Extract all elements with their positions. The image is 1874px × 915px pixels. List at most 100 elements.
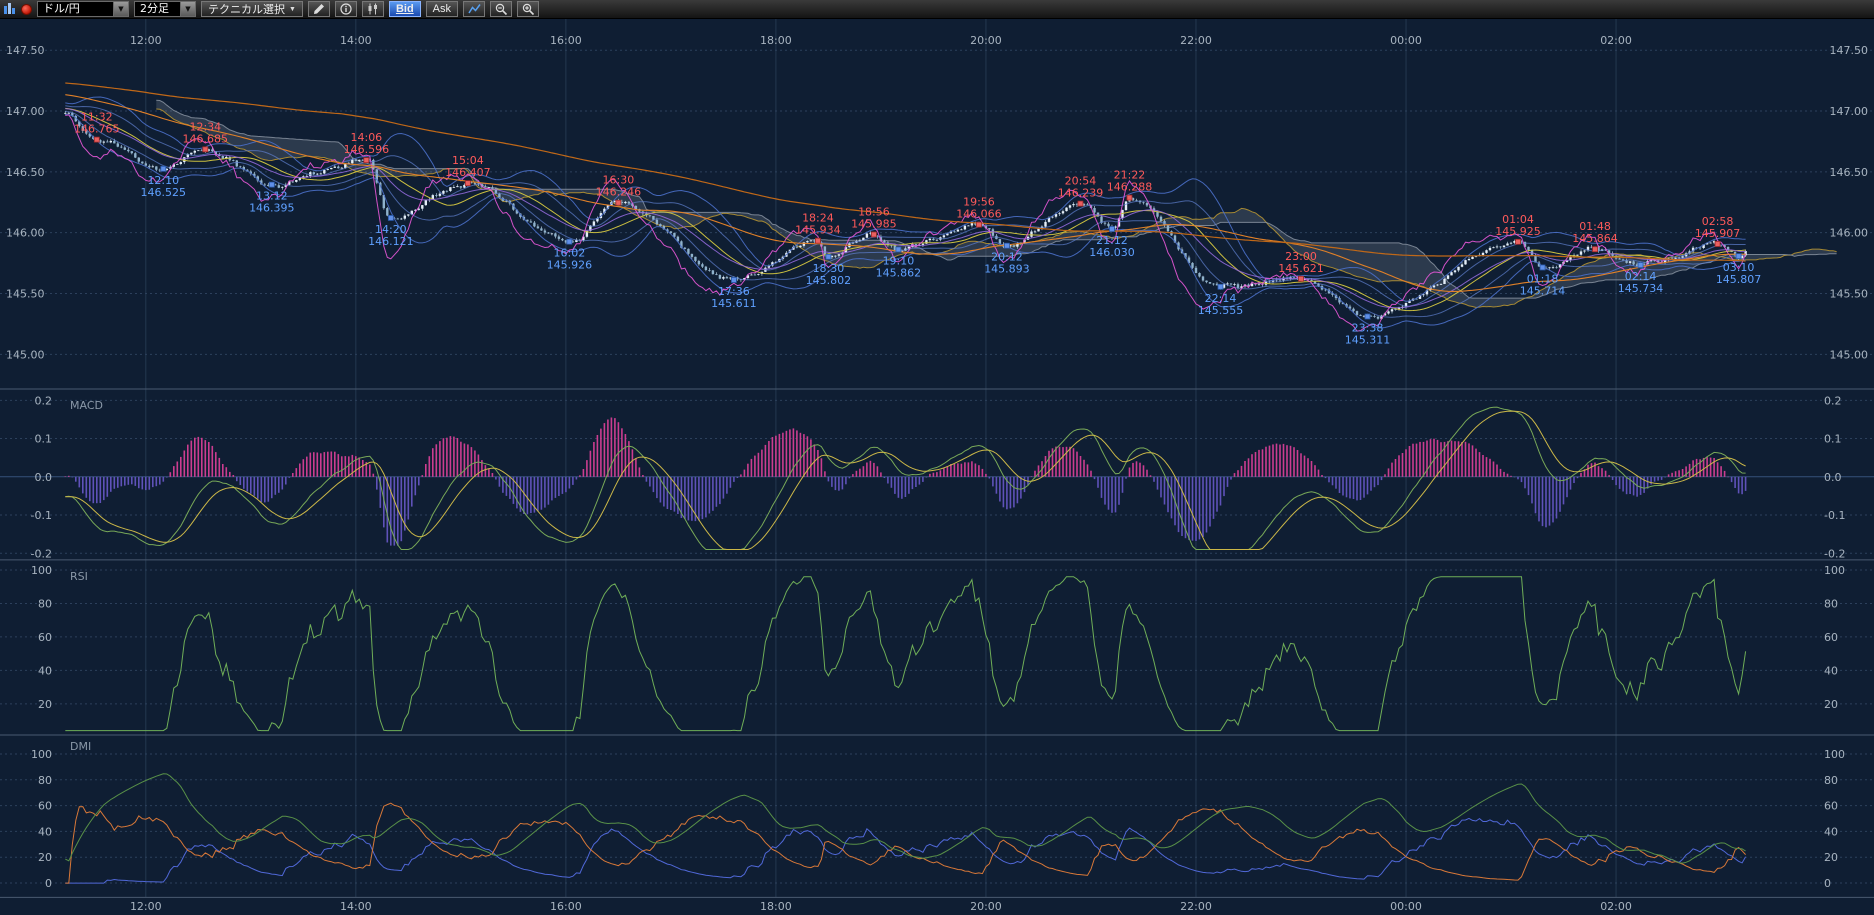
zoom-out-button[interactable] [490, 1, 513, 17]
rsi-panel-title: RSI [70, 570, 88, 583]
price-axis-label: 146.50 [6, 166, 45, 179]
swing-low-label: 23:38 [1352, 321, 1384, 334]
time-axis-label: 00:00 [1390, 900, 1422, 913]
dmi-axis-label: 40 [1824, 825, 1838, 838]
rsi-axis-label: 100 [1824, 564, 1845, 577]
swing-low-label: 146.395 [249, 202, 295, 215]
swing-high-label: 145.985 [851, 217, 897, 230]
price-axis-label: 145.50 [6, 288, 45, 301]
chevron-down-icon: ▼ [185, 5, 191, 13]
swing-high-label: 146.765 [74, 123, 120, 136]
swing-high-label: 146.246 [596, 186, 642, 199]
swing-low-label: 145.926 [547, 259, 593, 272]
pair-dropdown-button[interactable]: ▼ [113, 1, 129, 17]
zoom-in-button[interactable] [517, 1, 540, 17]
macd-axis-label: -0.1 [1824, 509, 1845, 522]
time-axis-label: 16:00 [550, 900, 582, 913]
swing-high-label: 01:04 [1502, 213, 1534, 226]
swing-low-label: 146.030 [1089, 246, 1135, 259]
time-axis-label: 02:00 [1600, 34, 1632, 47]
line-chart-icon [467, 4, 481, 14]
swing-high-label: 145.907 [1695, 227, 1741, 240]
swing-high-label: 20:54 [1065, 175, 1097, 188]
rsi-axis-label: 80 [38, 597, 52, 610]
axis-labels-layer: 12:00 12:00 14:00 14:00 16:00 16:00 18:00 18:00… [6, 34, 1868, 913]
swing-high-label: 146.239 [1058, 187, 1104, 200]
swing-high-label: 11:32 [81, 111, 113, 124]
info-icon [340, 3, 352, 15]
swing-high-label: 14:06 [350, 131, 382, 144]
bid-button[interactable]: Bid [388, 1, 421, 17]
pair-value: ドル/円 [37, 1, 113, 17]
swing-high-label: 145.864 [1572, 232, 1618, 245]
swing-low-label: 145.311 [1345, 333, 1391, 346]
swing-high-label: 145.934 [795, 224, 841, 237]
swing-high-label: 145.925 [1495, 225, 1541, 238]
pencil-icon [313, 4, 324, 14]
candle-type-button[interactable] [361, 1, 384, 17]
swing-high-label: 23:00 [1285, 250, 1317, 263]
swing-low-label: 02:14 [1625, 270, 1657, 283]
rsi-axis-label: 40 [1824, 664, 1838, 677]
rsi-axis-label: 100 [31, 564, 52, 577]
dmi-axis-label: 0 [45, 877, 52, 890]
pair-select[interactable]: ドル/円 ▼ [37, 1, 129, 17]
chart-mode-button[interactable] [463, 1, 486, 17]
price-axis-label: 145.50 [1830, 288, 1869, 301]
swing-low-label: 145.714 [1520, 284, 1566, 297]
macd-axis-label: 0.0 [1824, 471, 1842, 484]
price-chart[interactable]: 12:00 12:00 14:00 14:00 16:00 16:00 18:00 18:00… [0, 19, 1874, 915]
swing-low-label: 22:14 [1205, 292, 1237, 305]
record-icon [21, 3, 32, 15]
macd-axis-label: -0.2 [31, 547, 52, 560]
timeframe-select[interactable]: 2分足 ▼ [134, 1, 196, 17]
rsi-axis-label: 80 [1824, 597, 1838, 610]
swing-high-label: 01:48 [1579, 220, 1611, 233]
swing-high-label: 146.288 [1107, 181, 1153, 194]
price-axis-label: 146.50 [1830, 166, 1869, 179]
macd-axis-label: 0.2 [35, 394, 53, 407]
dmi-axis-label: 40 [38, 825, 52, 838]
time-axis-label: 14:00 [340, 34, 372, 47]
swing-high-label: 18:24 [802, 212, 834, 225]
price-axis-label: 146.00 [6, 227, 45, 240]
swing-low-label: 12:10 [147, 174, 179, 187]
time-axis-label: 18:00 [760, 900, 792, 913]
rsi-axis-label: 20 [38, 698, 52, 711]
time-axis-label: 20:00 [970, 34, 1002, 47]
dmi-axis-label: 100 [31, 748, 52, 761]
technical-select-button[interactable]: テクニカル選択 ▼ [201, 1, 303, 17]
time-axis-label: 18:00 [760, 34, 792, 47]
macd-axis-label: -0.1 [31, 509, 52, 522]
rsi-axis-label: 60 [38, 631, 52, 644]
draw-tool-button[interactable] [307, 1, 330, 17]
timeframe-dropdown-button[interactable]: ▼ [180, 1, 196, 17]
swing-low-label: 145.555 [1198, 304, 1244, 317]
ichimoku-cloud-layer [156, 99, 1837, 309]
dmi-axis-label: 0 [1824, 877, 1831, 890]
swing-high-label: 15:04 [452, 154, 484, 167]
rsi-axis-label: 60 [1824, 631, 1838, 644]
dmi-axis-label: 20 [38, 851, 52, 864]
dmi-axis-label: 60 [38, 800, 52, 813]
macd-axis-label: -0.2 [1824, 547, 1845, 560]
dmi-axis-label: 20 [1824, 851, 1838, 864]
swing-high-label: 19:56 [963, 196, 995, 209]
price-axis-label: 146.00 [1830, 227, 1869, 240]
swing-low-label: 145.611 [711, 297, 757, 310]
toolbar: ドル/円 ▼ 2分足 ▼ テクニカル選択 ▼ Bid Ask [0, 0, 1874, 19]
technical-select-label: テクニカル選択 [208, 4, 285, 16]
macd-axis-label: 0.1 [1824, 433, 1842, 446]
macd-layer [64, 406, 1747, 550]
info-button[interactable] [334, 1, 357, 17]
swing-high-label: 146.685 [183, 132, 229, 145]
time-axis-label: 02:00 [1600, 900, 1632, 913]
swing-low-label: 03:10 [1723, 261, 1755, 274]
swing-low-label: 21:12 [1096, 234, 1128, 247]
swing-low-label: 01:18 [1527, 272, 1559, 285]
macd-axis-label: 0.2 [1824, 394, 1842, 407]
ask-button[interactable]: Ask [425, 1, 459, 17]
time-axis-label: 22:00 [1180, 34, 1212, 47]
rsi-axis-label: 20 [1824, 698, 1838, 711]
